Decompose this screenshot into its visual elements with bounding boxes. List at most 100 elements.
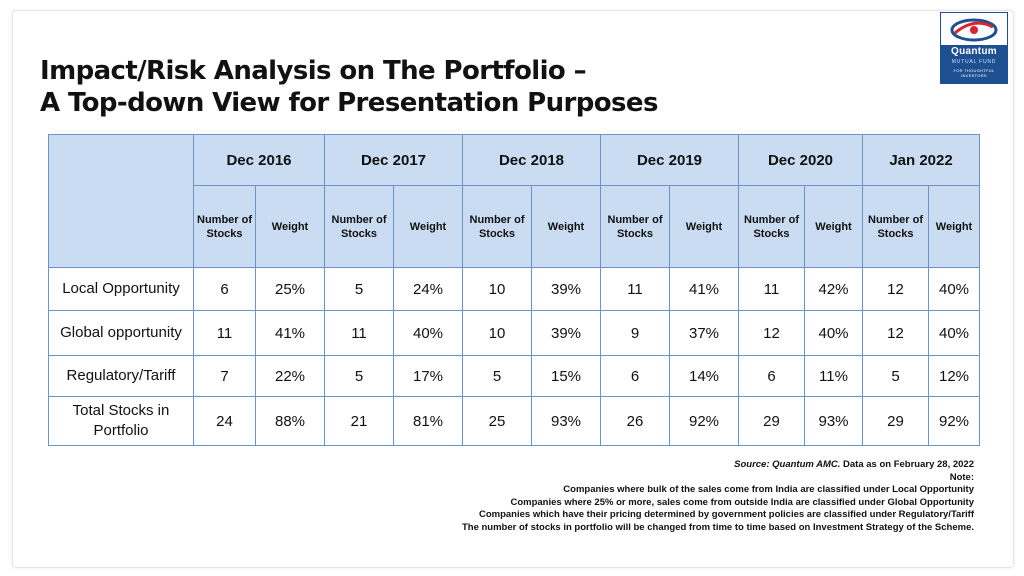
cell-weight: 14% (669, 355, 739, 397)
cell-stocks: 11 (600, 267, 670, 311)
period-header: Dec 2017 (324, 134, 463, 186)
cell-stocks: 9 (600, 310, 670, 356)
cell-weight: 88% (255, 396, 325, 446)
cell-weight: 40% (927, 310, 981, 356)
table-row: Local Opportunity 6 25% 5 24% 10 39% 11 … (48, 267, 981, 311)
source-date: Data as on February 28, 2022 (843, 459, 974, 470)
row-label: Global opportunity (48, 310, 194, 356)
logo-subtitle: MUTUAL FUND (951, 59, 997, 65)
cell-stocks: 5 (462, 355, 532, 397)
logo-name: Quantum (951, 46, 997, 57)
logo-tagline-line-2: INVESTORS (961, 73, 987, 78)
cell-stocks: 6 (738, 355, 805, 397)
cell-weight: 12% (927, 355, 981, 397)
page-title: Impact/Risk Analysis on The Portfolio – … (40, 55, 658, 119)
cell-weight: 22% (255, 355, 325, 397)
cell-weight: 40% (927, 267, 981, 311)
quantum-logo: Quantum MUTUAL FUND FOR THOUGHTFUL INVES… (940, 12, 1008, 84)
row-label: Local Opportunity (48, 267, 194, 311)
period-header: Dec 2016 (193, 134, 325, 186)
cell-weight: 93% (531, 396, 601, 446)
cell-stocks: 12 (738, 310, 805, 356)
subheader-weight: Weight (927, 185, 981, 268)
table-row: Regulatory/Tariff 7 22% 5 17% 5 15% 6 14… (48, 355, 981, 397)
subheader-weight: Weight (669, 185, 739, 268)
source-label: Source: Quantum AMC. (734, 459, 841, 470)
logo-emblem (941, 13, 1007, 45)
note-line: Companies where bulk of the sales come f… (563, 484, 974, 495)
cell-weight: 39% (531, 267, 601, 311)
cell-weight: 37% (669, 310, 739, 356)
title-line-2: A Top-down View for Presentation Purpose… (40, 88, 658, 118)
subheader-weight: Weight (393, 185, 463, 268)
title-line-1: Impact/Risk Analysis on The Portfolio – (40, 56, 587, 86)
table-row-total: Total Stocks in Portfolio 24 88% 21 81% … (48, 396, 981, 446)
note-line: The number of stocks in portfolio will b… (461, 521, 974, 533)
cell-stocks: 26 (600, 396, 670, 446)
cell-stocks: 10 (462, 267, 532, 311)
period-header: Dec 2020 (738, 134, 863, 186)
subheader-number-of-stocks: Number of Stocks (862, 185, 929, 268)
row-label: Regulatory/Tariff (48, 355, 194, 397)
cell-weight: 15% (531, 355, 601, 397)
cell-weight: 42% (804, 267, 863, 311)
period-header: Dec 2019 (600, 134, 739, 186)
period-header-row: Dec 2016 Dec 2017 Dec 2018 Dec 2019 Dec … (48, 134, 981, 268)
slide-frame (12, 10, 1014, 568)
cell-stocks: 5 (862, 355, 929, 397)
cell-stocks: 5 (324, 267, 394, 311)
cell-stocks: 6 (193, 267, 256, 311)
cell-weight: 92% (927, 396, 981, 446)
note-line: Companies where 25% or more, sales come … (510, 496, 974, 508)
cell-weight: 40% (804, 310, 863, 356)
footnotes: Source: Quantum AMC. Data as on February… (354, 459, 974, 534)
subheader-row: Number of Stocks Weight Number of Stocks… (49, 185, 981, 268)
cell-stocks: 21 (324, 396, 394, 446)
cell-stocks: 7 (193, 355, 256, 397)
cell-weight: 93% (804, 396, 863, 446)
subheader-number-of-stocks: Number of Stocks (193, 185, 256, 268)
cell-stocks: 12 (862, 310, 929, 356)
cell-stocks: 5 (324, 355, 394, 397)
subheader-number-of-stocks: Number of Stocks (324, 185, 394, 268)
period-header: Dec 2018 (462, 134, 601, 186)
logo-tagline-line-1: FOR THOUGHTFUL (953, 68, 995, 73)
cell-weight: 24% (393, 267, 463, 311)
cell-stocks: 24 (193, 396, 256, 446)
table-corner-cell (48, 134, 194, 268)
source-line: Source: Quantum AMC. Data as on February… (354, 459, 974, 472)
cell-weight: 92% (669, 396, 739, 446)
cell-weight: 41% (669, 267, 739, 311)
portfolio-risk-table: Dec 2016 Dec 2017 Dec 2018 Dec 2019 Dec … (48, 134, 981, 446)
cell-stocks: 6 (600, 355, 670, 397)
subheader-number-of-stocks: Number of Stocks (462, 185, 532, 268)
cell-stocks: 12 (862, 267, 929, 311)
cell-weight: 25% (255, 267, 325, 311)
cell-weight: 41% (255, 310, 325, 356)
cell-weight: 11% (804, 355, 863, 397)
cell-stocks: 11 (324, 310, 394, 356)
logo-swirl-icon (950, 18, 998, 42)
cell-stocks: 29 (738, 396, 805, 446)
cell-weight: 39% (531, 310, 601, 356)
subheader-weight: Weight (255, 185, 325, 268)
subheader-number-of-stocks: Number of Stocks (600, 185, 670, 268)
cell-weight: 40% (393, 310, 463, 356)
cell-stocks: 25 (462, 396, 532, 446)
cell-stocks: 11 (738, 267, 805, 311)
cell-weight: 17% (393, 355, 463, 397)
table-row: Global opportunity 11 41% 11 40% 10 39% … (48, 310, 981, 356)
cell-stocks: 29 (862, 396, 929, 446)
row-label: Total Stocks in Portfolio (48, 396, 194, 446)
subheader-weight: Weight (804, 185, 863, 268)
subheader-weight: Weight (531, 185, 601, 268)
cell-stocks: 11 (193, 310, 256, 356)
period-header: Jan 2022 (861, 134, 981, 186)
logo-tagline: FOR THOUGHTFUL INVESTORS (941, 68, 1007, 78)
cell-weight: 81% (393, 396, 463, 446)
note-label: Note: (949, 471, 974, 483)
cell-stocks: 10 (462, 310, 532, 356)
note-line: Companies which have their pricing deter… (478, 509, 974, 520)
subheader-number-of-stocks: Number of Stocks (738, 185, 805, 268)
